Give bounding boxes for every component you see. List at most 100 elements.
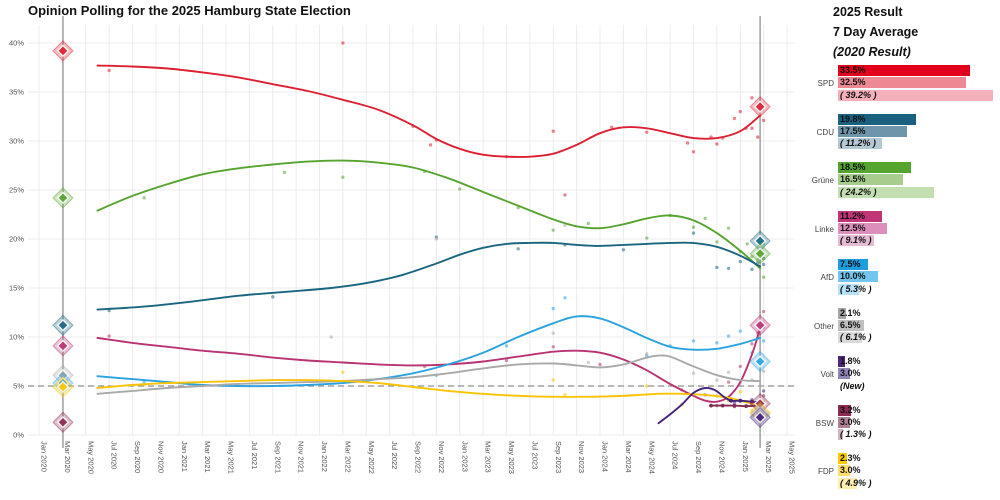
x-axis-label: Sep 2024 [694, 441, 703, 473]
result-2025-bar-other: 2.1% [838, 307, 861, 319]
result-diamond-2025-afd [749, 350, 771, 373]
trend-line-spd [96, 64, 762, 158]
y-axis-label: 15% [9, 284, 24, 293]
poll-point-grüne [282, 170, 287, 175]
trend-line-fdp [96, 379, 762, 408]
poll-point-spd [761, 118, 766, 123]
poll-point-afd [551, 306, 555, 311]
poll-point-fdp [551, 378, 555, 382]
x-axis-label: May 2022 [367, 441, 376, 474]
avg-7day-bar-spd: 32.5% [838, 77, 967, 89]
poll-point-grüne [645, 236, 649, 240]
party-label-spd: SPD [817, 79, 834, 88]
result-diamond-2020-linke [52, 335, 74, 357]
result-diamond-2025-cdu [749, 230, 771, 252]
y-axis-label: 10% [9, 333, 24, 342]
x-axis-label: Jan 2021 [180, 441, 189, 472]
bar-fill [838, 77, 967, 89]
result-diamond-2020-other [52, 364, 74, 386]
avg-7day-bar-grüne: 16.5% [838, 174, 904, 186]
bar-value-text: 3.0% [840, 368, 861, 379]
poll-point-afd [142, 380, 146, 384]
bar-fill [838, 174, 904, 186]
bar-fill [838, 222, 888, 234]
result-diamond-2025-volt [749, 406, 771, 429]
poll-point-cdu [715, 265, 719, 270]
bar-value-text: 1.8% [840, 356, 861, 366]
bar-value-text: 3.2% [840, 404, 861, 415]
trend-marker-volt [738, 398, 743, 403]
poll-point-grüne [551, 228, 555, 232]
bar-fill [838, 283, 859, 295]
poll-point-cdu [516, 247, 520, 251]
poll-point-cdu [738, 259, 742, 264]
result-2020-bar-bsw: ( 1.3% ) [838, 429, 872, 441]
poll-point-grüne [745, 242, 749, 246]
x-axis-label: Mar 2021 [203, 441, 212, 473]
poll-point-afd [691, 339, 696, 343]
bar-fill [838, 186, 934, 198]
x-axis-label: Mar 2022 [343, 441, 352, 473]
poll-point-cdu [621, 248, 626, 252]
poll-point-grüne [715, 240, 719, 244]
trend-line-cdu [96, 241, 762, 311]
panel-header-2020-result: (2020 Result) [833, 45, 911, 59]
poll-point-fdp [738, 390, 742, 394]
bar-fill [838, 210, 883, 222]
party-label-volt: Volt [820, 370, 834, 379]
bar-fill [838, 465, 850, 477]
bar-value-text: 17.5% [840, 125, 866, 136]
poll-point-grüne [726, 226, 731, 230]
x-axis-label: Nov 2021 [297, 441, 306, 473]
trend-line-volt [657, 386, 762, 425]
x-axis-label: Nov 2024 [717, 441, 726, 473]
bar-value-text: 2.1% [840, 307, 861, 318]
x-axis-label: Mar 2025 [764, 441, 773, 473]
poll-point-spd [645, 130, 649, 134]
result-diamond-2020-fdp [52, 376, 74, 398]
result-2020-bar-fdp: ( 4.9% ) [838, 477, 872, 489]
bar-value-text: ( 9.1% ) [840, 235, 872, 246]
avg-7day-bar-volt: 3.0% [838, 368, 861, 380]
poll-point-spd [107, 68, 111, 73]
trend-marker-bsw [732, 403, 737, 408]
x-axis-label: May 2020 [86, 441, 95, 474]
poll-point-cdu [271, 295, 275, 299]
bar-fill [838, 89, 993, 101]
party-result-group-bsw: BSW 3.2% 3.0% ( 1.3% ) [798, 404, 1000, 451]
poll-point-linke [107, 334, 111, 338]
bar-fill [838, 138, 883, 150]
bar-value-text: 7.5% [840, 259, 861, 269]
party-result-group-fdp: FDP 2.3% 3.0%( 4.9% ) [798, 453, 1000, 499]
poll-point-bsw [761, 394, 766, 398]
y-axis-label: 0% [13, 431, 24, 440]
x-axis-label: Jul 2022 [390, 441, 399, 469]
result-2025-bar-spd: 33.5% [838, 65, 971, 76]
result-2020-bar-other: ( 6.1% ) [838, 332, 872, 344]
x-axis-label: Mar 2024 [624, 441, 633, 473]
avg-7day-bar-fdp: 3.0% [838, 465, 861, 477]
bar-value-text: ( 39.2% ) [840, 89, 877, 100]
trend-line-other [96, 354, 762, 395]
x-axis-label: May 2024 [647, 441, 656, 474]
poll-point-spd [756, 135, 760, 139]
y-axis-label: 25% [9, 186, 24, 195]
result-diamond-2025-grüne [749, 242, 771, 265]
bar-value-text: ( 5.3% ) [840, 283, 872, 294]
poll-point-grüne [750, 254, 754, 259]
poll-point-cdu [756, 260, 760, 265]
poll-point-spd [685, 141, 690, 145]
bar-fill [838, 404, 851, 416]
bar-value-text: ( 11.2% ) [840, 138, 876, 149]
x-axis-label: Jan 2024 [601, 441, 610, 472]
x-axis-label: Nov 2023 [577, 441, 586, 473]
party-result-group-volt: Volt 1.8% 3.0% (New) [798, 356, 1000, 402]
trend-marker-bsw [744, 404, 748, 408]
panel-header: 2025 Result 7 Day Average (2020 Result) [833, 2, 918, 62]
poll-point-grüne [691, 225, 696, 229]
poll-point-other [691, 371, 696, 375]
x-axis-label: Sep 2020 [133, 441, 142, 473]
poll-point-spd [691, 150, 696, 154]
bar-fill [838, 65, 971, 76]
poll-point-grüne [756, 257, 760, 262]
